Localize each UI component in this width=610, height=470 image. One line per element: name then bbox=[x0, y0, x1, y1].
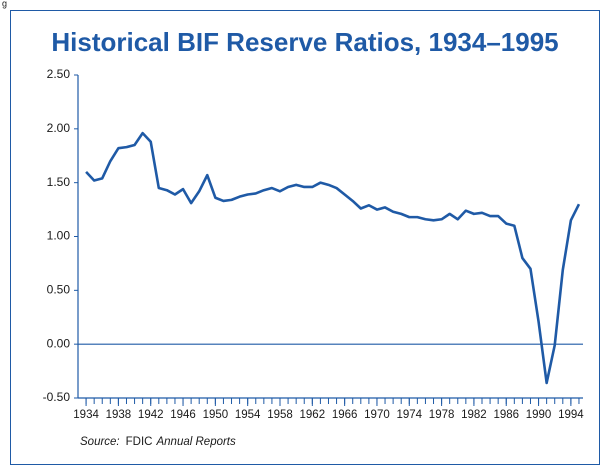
y-tick-label: 0.50 bbox=[47, 283, 71, 297]
y-tick-label: -0.50 bbox=[43, 390, 71, 404]
source-label: Source: bbox=[80, 436, 120, 448]
source-title: Annual Reports bbox=[155, 436, 236, 448]
x-tick-label: 1962 bbox=[300, 409, 326, 421]
y-tick-label: 2.00 bbox=[47, 121, 71, 135]
x-tick-label: 1938 bbox=[106, 409, 132, 421]
x-tick-label: 1986 bbox=[493, 409, 519, 421]
x-tick-label: 1974 bbox=[396, 409, 422, 421]
y-tick-label: 2.50 bbox=[47, 67, 71, 81]
figure-label: g bbox=[2, 0, 7, 8]
x-tick-label: 1994 bbox=[558, 409, 584, 421]
x-tick-label: 1954 bbox=[235, 409, 261, 421]
frame bbox=[10, 10, 600, 465]
x-tick-label: 1966 bbox=[332, 409, 358, 421]
x-tick-label: 1958 bbox=[267, 409, 293, 421]
x-tick-label: 1950 bbox=[203, 409, 229, 421]
x-tick-label: 1990 bbox=[526, 409, 552, 421]
y-tick-label: 0.00 bbox=[47, 336, 71, 350]
y-tick-label: 1.50 bbox=[47, 175, 71, 189]
chart-title: Historical BIF Reserve Ratios, 1934–1995 bbox=[51, 27, 558, 57]
x-tick-label: 1970 bbox=[364, 409, 390, 421]
x-tick-label: 1942 bbox=[138, 409, 164, 421]
source: Source: FDIC Annual Reports bbox=[80, 436, 236, 448]
y-tick-label: 1.00 bbox=[47, 229, 71, 243]
x-tick-label: 1934 bbox=[73, 409, 99, 421]
x-tick-label: 1946 bbox=[170, 409, 196, 421]
source-org: FDIC bbox=[126, 436, 153, 448]
x-tick-label: 1982 bbox=[461, 409, 487, 421]
x-tick-label: 1978 bbox=[429, 409, 455, 421]
data-line bbox=[85, 131, 581, 385]
